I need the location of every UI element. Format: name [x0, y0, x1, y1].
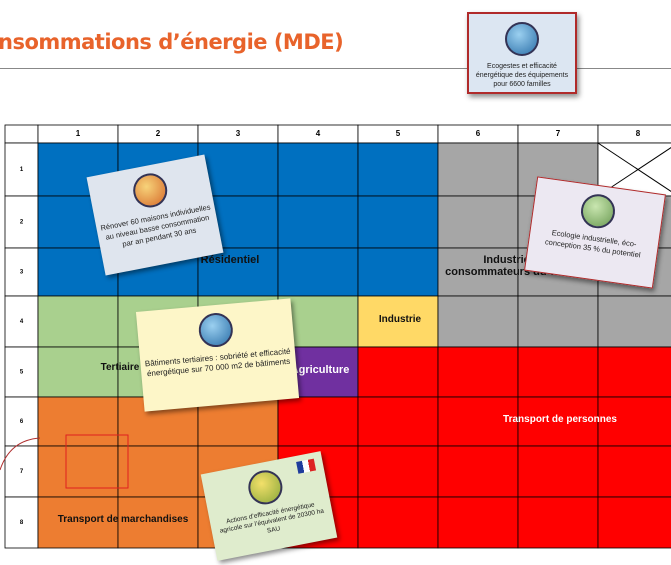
card: Ecologie industrielle, éco-conception 35… — [524, 176, 666, 289]
card-text: Bâtiments tertiaires : sobriété et effic… — [144, 346, 291, 379]
grid-cell — [437, 396, 519, 447]
grid-cell — [277, 396, 359, 447]
card-icon — [578, 192, 618, 231]
grid-cell — [437, 496, 519, 549]
card-text: Ecologie industrielle, éco-conception 35… — [544, 228, 642, 260]
column-header: 5 — [396, 129, 401, 138]
row-header: 1 — [20, 167, 24, 173]
card-icon — [196, 311, 234, 349]
flag-icon — [296, 458, 317, 474]
grid-cell — [37, 496, 119, 549]
highlight-box — [65, 434, 129, 489]
grid-cell — [117, 445, 199, 498]
row-header-cell — [4, 496, 39, 549]
grid-cell — [37, 396, 119, 447]
region-label: Tertiaire — [100, 362, 140, 373]
grid-cell — [357, 247, 439, 297]
card-icon — [130, 170, 171, 211]
card-text: Actions d’efficacité énergétique agricol… — [219, 501, 325, 536]
card-text: Ecogestes et efficacité énergétique des … — [475, 63, 569, 89]
grid-cell — [597, 295, 671, 348]
grid-cell — [597, 346, 671, 398]
grid-cell — [357, 396, 439, 447]
grid-cell — [357, 346, 439, 398]
region-label: Transport de marchandises — [57, 514, 189, 525]
grid-cell — [197, 247, 279, 297]
grid-cell — [437, 195, 519, 249]
row-header-cell — [4, 295, 39, 348]
grid-cell — [437, 346, 519, 398]
row-header-cell — [4, 445, 39, 498]
card-text: Rénover 60 maisons individuelles au nive… — [99, 202, 212, 249]
slide-title: nsommations d’énergie (MDE) — [0, 30, 344, 54]
grid-cell — [277, 195, 359, 249]
column-header: 1 — [76, 129, 81, 138]
title-rule — [577, 68, 671, 69]
grid-cell — [437, 295, 519, 348]
grid-cell — [517, 295, 599, 348]
grid-cell — [517, 346, 599, 398]
grid-cell — [357, 195, 439, 249]
row-header-cell — [4, 195, 39, 249]
title-rule — [0, 68, 470, 69]
grid-cell — [437, 445, 519, 498]
column-header: 2 — [156, 129, 161, 138]
column-header: 8 — [636, 129, 641, 138]
row-header: 5 — [20, 370, 24, 376]
card-icon — [245, 467, 286, 508]
row-header-cell — [4, 396, 39, 447]
row-header: 3 — [20, 270, 24, 276]
region-label: Industrie — [378, 314, 422, 325]
grid-cell — [37, 346, 119, 398]
row-header: 4 — [20, 319, 24, 325]
grid-cell — [197, 142, 279, 197]
region-label: Résidentiel — [200, 254, 260, 266]
grid-cell — [37, 445, 119, 498]
grid-cell — [117, 496, 199, 549]
grid-cell — [357, 295, 439, 348]
column-header: 3 — [236, 129, 241, 138]
column-header: 7 — [556, 129, 561, 138]
region-label: Transport de personnes — [503, 414, 617, 425]
card-icon — [505, 22, 539, 56]
grid-cell — [357, 496, 439, 549]
grid-cell — [277, 142, 359, 197]
grid-cell — [357, 445, 439, 498]
top-card: Ecogestes et efficacité énergétique des … — [467, 12, 577, 94]
grid-cell — [517, 396, 599, 447]
grid-cell — [357, 142, 439, 197]
header-corner — [4, 124, 39, 144]
connector-curve — [0, 437, 41, 471]
card: Bâtiments tertiaires : sobriété et effic… — [135, 298, 300, 412]
grid-cell — [597, 496, 671, 549]
grid-cell — [597, 396, 671, 447]
grid-cell — [37, 295, 119, 348]
region-label: Agriculture — [290, 364, 350, 376]
grid-cell — [437, 247, 519, 297]
row-header: 7 — [20, 469, 24, 475]
header-cell — [597, 124, 671, 144]
grid-cell — [437, 142, 519, 197]
column-header: 6 — [476, 129, 481, 138]
row-header: 8 — [20, 520, 24, 526]
row-header: 2 — [20, 220, 24, 226]
column-header: 4 — [316, 129, 321, 138]
grid-cell — [517, 445, 599, 498]
grid-cell — [597, 445, 671, 498]
row-header: 6 — [20, 419, 24, 425]
grid-cell — [517, 496, 599, 549]
